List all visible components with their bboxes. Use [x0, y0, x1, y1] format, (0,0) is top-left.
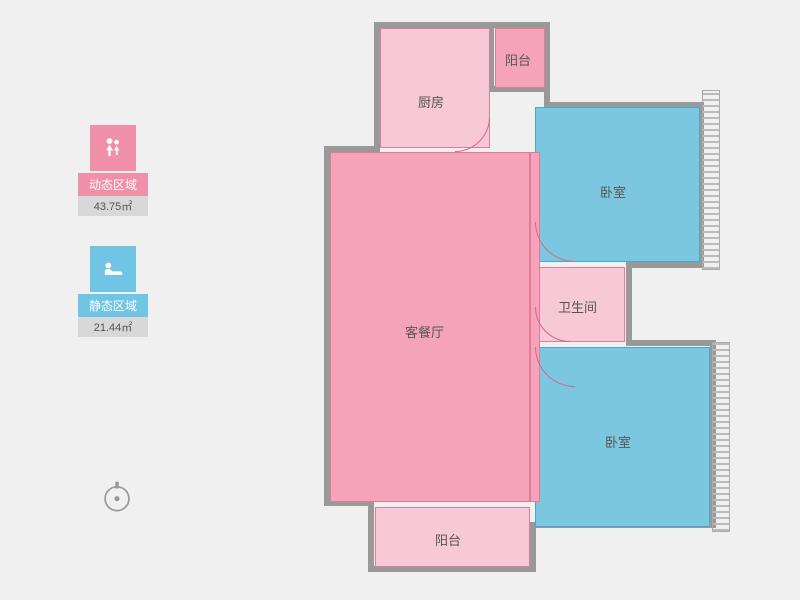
wall-segment [626, 262, 632, 346]
room-corridor [530, 152, 540, 502]
legend-static-value: 21.44㎡ [78, 317, 148, 337]
legend-static-label: 静态区域 [78, 294, 148, 317]
compass-icon [100, 480, 134, 514]
room-label-kitchen: 厨房 [418, 92, 444, 111]
room-label-balcony2: 阳台 [435, 530, 461, 549]
legend-dynamic: 动态区域 43.75㎡ [78, 125, 148, 216]
room-label-balcony1: 阳台 [505, 50, 531, 69]
wall-segment [530, 522, 536, 572]
glass-rail [702, 90, 720, 270]
floorplan: 厨房阳台客餐厅卧室卫生间卧室阳台 [310, 22, 720, 582]
legend-panel: 动态区域 43.75㎡ 静态区域 21.44㎡ [78, 125, 148, 367]
wall-segment [626, 262, 704, 268]
legend-dynamic-label: 动态区域 [78, 173, 148, 196]
people-icon [90, 125, 136, 171]
glass-rail [712, 342, 730, 532]
wall-segment [626, 340, 716, 346]
legend-dynamic-value: 43.75㎡ [78, 196, 148, 216]
wall-segment [368, 500, 374, 572]
rest-icon [90, 246, 136, 292]
room-label-living: 客餐厅 [405, 322, 444, 341]
room-label-bedroom2: 卧室 [605, 432, 631, 451]
room-label-bedroom1: 卧室 [600, 182, 626, 201]
legend-static: 静态区域 21.44㎡ [78, 246, 148, 337]
